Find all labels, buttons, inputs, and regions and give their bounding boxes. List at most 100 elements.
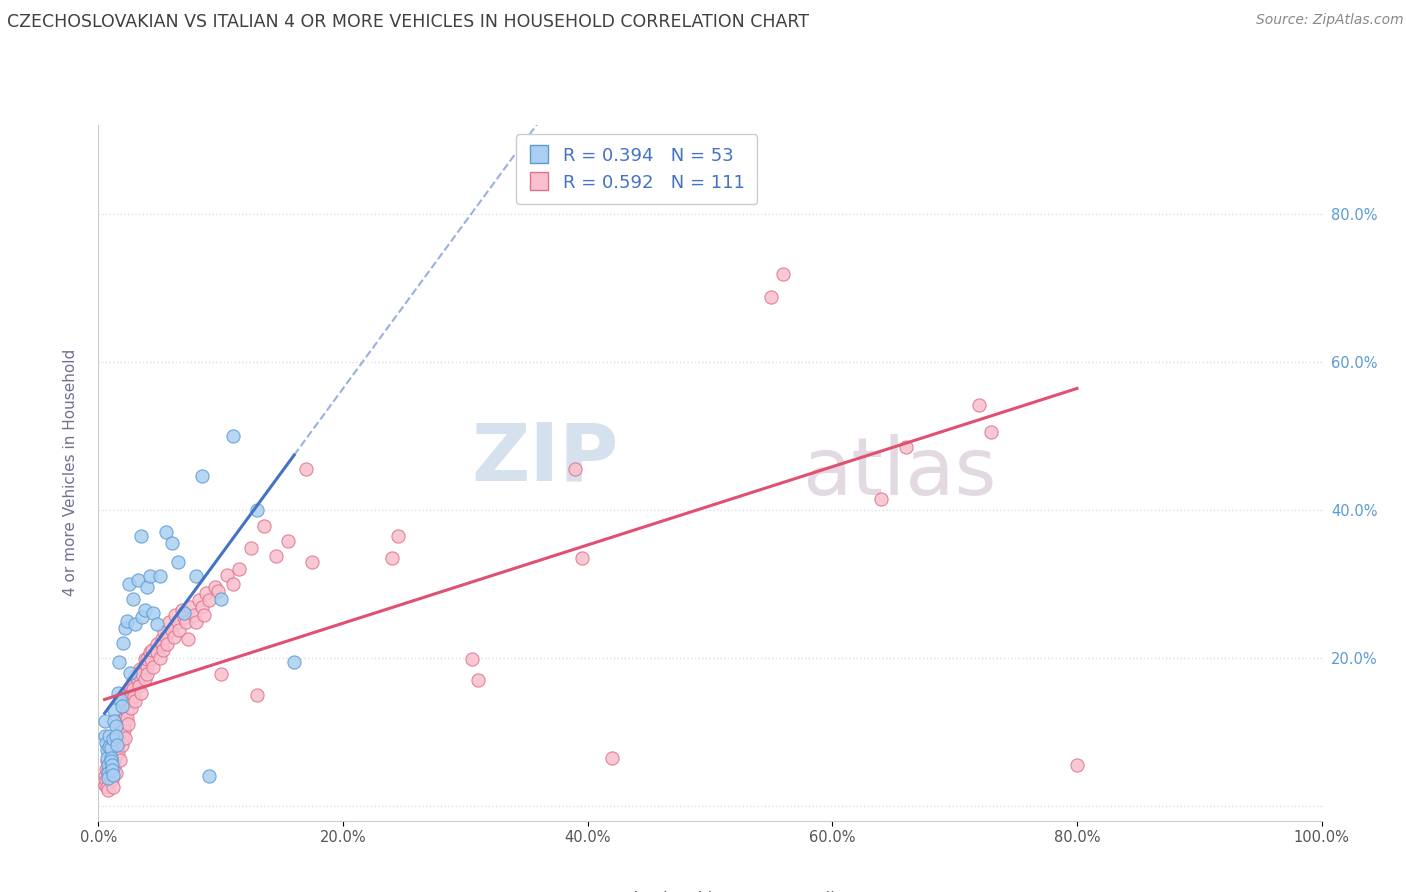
Point [93, 778, 115, 792]
Point [153, 624, 176, 639]
Point [197, 593, 219, 607]
Point [108, 731, 131, 745]
Point [155, 524, 177, 539]
Point [167, 623, 190, 637]
Point [139, 645, 162, 659]
Point [124, 694, 146, 708]
Point [104, 765, 127, 780]
Point [176, 615, 198, 630]
Point [179, 600, 201, 615]
Point [121, 681, 143, 696]
Point [98, 758, 121, 772]
Point [98, 729, 121, 743]
Point [600, 750, 623, 764]
Text: Source: ZipAtlas.com: Source: ZipAtlas.com [1256, 13, 1403, 28]
Point [115, 704, 138, 718]
Point [120, 681, 142, 695]
Point [131, 667, 153, 681]
Point [146, 638, 169, 652]
Point [124, 669, 146, 683]
Point [96, 755, 118, 769]
Point [103, 714, 125, 728]
Point [105, 732, 128, 747]
Point [215, 568, 238, 582]
Point [980, 425, 1002, 439]
Point [187, 593, 209, 607]
Point [156, 638, 179, 652]
Point [772, 268, 794, 282]
Point [209, 667, 232, 681]
Point [228, 562, 250, 576]
Point [177, 632, 200, 647]
Point [100, 755, 122, 769]
Point [170, 603, 193, 617]
Point [127, 573, 149, 587]
Point [155, 630, 177, 644]
Point [252, 519, 274, 533]
Point [246, 688, 269, 702]
Point [101, 780, 124, 795]
Point [101, 758, 124, 772]
Point [104, 729, 127, 743]
Point [97, 765, 120, 780]
Point [142, 659, 165, 673]
Text: ZIP: ZIP [471, 420, 619, 498]
Point [93, 769, 115, 783]
Point [103, 703, 125, 717]
Point [114, 697, 136, 711]
Point [167, 555, 190, 569]
Point [127, 673, 149, 687]
Point [283, 655, 305, 669]
Point [129, 686, 152, 700]
Point [157, 615, 180, 630]
Point [104, 719, 127, 733]
Point [100, 762, 122, 776]
Point [114, 621, 136, 635]
Point [150, 632, 173, 647]
Point [110, 691, 132, 706]
Point [387, 529, 409, 543]
Point [94, 762, 117, 776]
Point [101, 768, 124, 782]
Point [191, 469, 214, 483]
Point [97, 782, 120, 797]
Point [186, 615, 208, 630]
Point [142, 607, 165, 621]
Point [129, 662, 152, 676]
Point [277, 533, 299, 548]
Point [149, 650, 172, 665]
Point [894, 440, 917, 454]
Point [110, 724, 132, 739]
Point [571, 550, 593, 565]
Point [112, 717, 135, 731]
Point [117, 690, 139, 704]
Point [114, 731, 136, 745]
Point [121, 591, 143, 606]
Point [111, 710, 134, 724]
Point [139, 652, 162, 666]
Point [150, 638, 173, 652]
Point [128, 679, 150, 693]
Point [114, 711, 136, 725]
Point [195, 585, 218, 599]
Point [94, 736, 117, 750]
Point [97, 771, 120, 785]
Point [108, 655, 131, 669]
Point [136, 667, 159, 681]
Point [186, 569, 208, 583]
Point [122, 690, 145, 704]
Point [100, 771, 122, 785]
Point [93, 714, 115, 728]
Point [107, 686, 129, 700]
Point [209, 591, 232, 606]
Point [101, 732, 124, 747]
Point [97, 764, 120, 778]
Point [264, 549, 287, 563]
Point [98, 768, 121, 782]
Point [301, 555, 323, 569]
Point [115, 614, 138, 628]
Point [101, 746, 124, 760]
Point [761, 290, 783, 304]
Point [173, 610, 195, 624]
Point [120, 694, 142, 708]
